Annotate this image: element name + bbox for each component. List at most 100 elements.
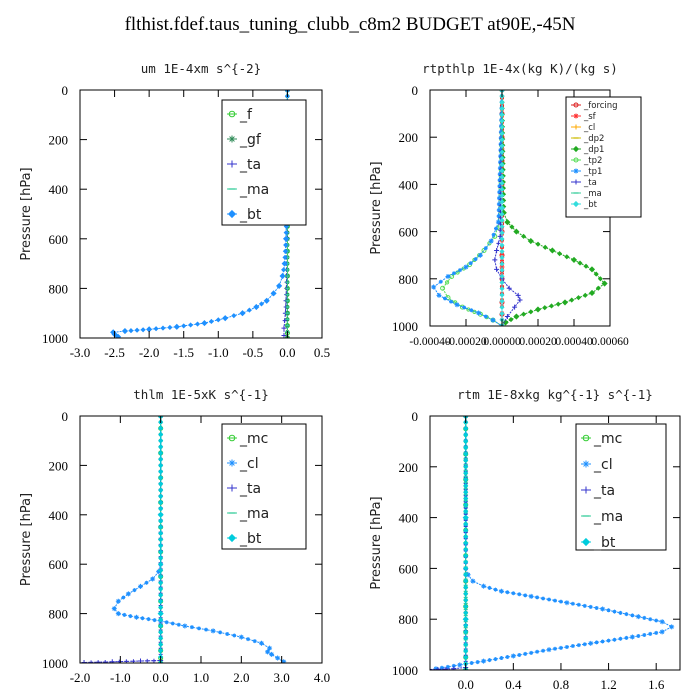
panel-title: rtm 1E-8xkg kg^{-1} s^{-1} bbox=[457, 387, 653, 402]
data-point bbox=[558, 645, 563, 650]
data-point bbox=[481, 583, 487, 589]
y-tick-label: 200 bbox=[399, 130, 419, 145]
data-point bbox=[499, 155, 505, 161]
data-point bbox=[553, 646, 557, 651]
legend-label: _cl bbox=[239, 456, 259, 472]
data-point bbox=[555, 301, 561, 307]
data-point bbox=[109, 659, 115, 663]
data-point bbox=[528, 309, 534, 315]
y-axis-label: Pressure [hPa] bbox=[19, 493, 34, 586]
data-point bbox=[153, 326, 159, 332]
data-point bbox=[463, 642, 469, 648]
data-point bbox=[499, 161, 505, 168]
data-point bbox=[541, 648, 546, 653]
data-point bbox=[499, 143, 505, 149]
y-tick-label: 800 bbox=[399, 612, 419, 627]
series-line bbox=[432, 90, 503, 326]
data-point bbox=[488, 238, 494, 244]
data-point bbox=[443, 666, 448, 670]
data-point bbox=[259, 640, 264, 646]
data-point bbox=[468, 261, 473, 266]
data-point bbox=[529, 650, 534, 655]
data-point bbox=[564, 600, 570, 606]
series-line bbox=[442, 90, 503, 326]
data-point bbox=[463, 597, 469, 603]
data-point bbox=[443, 296, 447, 301]
data-point bbox=[151, 658, 156, 663]
data-point bbox=[498, 136, 503, 141]
data-point bbox=[669, 624, 675, 630]
data-point bbox=[528, 593, 534, 599]
panel-4: rtm 1E-8xkg kg^{-1} s^{-1} Pressure [hPa]… bbox=[369, 387, 681, 692]
data-point bbox=[500, 153, 504, 158]
data-point bbox=[499, 137, 505, 143]
data-point bbox=[282, 235, 290, 242]
data-point bbox=[498, 142, 503, 147]
data-point bbox=[167, 324, 173, 331]
data-point bbox=[595, 285, 601, 291]
data-point bbox=[588, 266, 596, 273]
plot-frame bbox=[79, 89, 323, 339]
data-point bbox=[445, 273, 451, 279]
data-point bbox=[463, 495, 469, 502]
data-point bbox=[553, 598, 557, 603]
data-point bbox=[140, 327, 146, 333]
data-point bbox=[475, 660, 480, 665]
data-point bbox=[158, 469, 164, 475]
x-tick-label: 1.2 bbox=[600, 677, 616, 692]
data-point bbox=[496, 202, 501, 207]
data-point bbox=[158, 475, 164, 481]
x-tick-label: 2.0 bbox=[233, 670, 249, 685]
data-point bbox=[499, 149, 505, 155]
data-point bbox=[176, 622, 181, 627]
x-tick-label: 3.0 bbox=[274, 670, 290, 685]
data-point bbox=[210, 628, 216, 634]
data-point bbox=[499, 656, 504, 661]
data-point bbox=[654, 618, 659, 623]
legend-marker bbox=[227, 533, 237, 543]
data-point bbox=[252, 639, 257, 644]
y-tick-label: 400 bbox=[399, 177, 419, 192]
data-point bbox=[499, 224, 505, 230]
y-tick-label: 400 bbox=[399, 511, 419, 526]
data-point bbox=[128, 614, 133, 619]
data-point bbox=[470, 578, 476, 584]
data-point bbox=[504, 314, 510, 320]
data-point bbox=[158, 635, 164, 641]
data-point bbox=[515, 292, 521, 298]
data-point bbox=[158, 499, 164, 506]
y-axis-label: Pressure [hPa] bbox=[19, 167, 34, 260]
panel-title: um 1E-4xm s^{-2} bbox=[141, 61, 261, 76]
data-point bbox=[208, 318, 214, 325]
plot-frame bbox=[429, 415, 681, 671]
y-tick-label: 0 bbox=[412, 409, 419, 424]
legend-marker bbox=[227, 209, 237, 219]
data-point bbox=[265, 649, 271, 655]
data-point bbox=[497, 178, 502, 183]
data-point bbox=[570, 601, 575, 606]
data-point bbox=[469, 308, 474, 313]
y-tick-label: 0 bbox=[412, 83, 419, 98]
data-point bbox=[111, 606, 117, 612]
data-point bbox=[463, 534, 469, 540]
data-point bbox=[593, 271, 599, 277]
data-point bbox=[648, 617, 653, 622]
data-point bbox=[269, 651, 275, 657]
data-point bbox=[547, 597, 552, 602]
data-point bbox=[600, 606, 606, 612]
data-point bbox=[575, 295, 582, 301]
data-point bbox=[624, 612, 629, 617]
data-point bbox=[463, 540, 469, 546]
data-point bbox=[517, 297, 523, 303]
data-point bbox=[499, 124, 505, 130]
data-point bbox=[642, 615, 647, 620]
data-point bbox=[275, 655, 281, 661]
data-point bbox=[493, 657, 498, 662]
y-tick-label: 600 bbox=[49, 557, 69, 572]
data-point bbox=[600, 639, 605, 644]
data-point bbox=[477, 252, 483, 258]
data-point bbox=[158, 604, 164, 610]
data-point bbox=[430, 666, 433, 670]
legend-marker bbox=[573, 113, 579, 119]
data-point bbox=[463, 470, 469, 476]
